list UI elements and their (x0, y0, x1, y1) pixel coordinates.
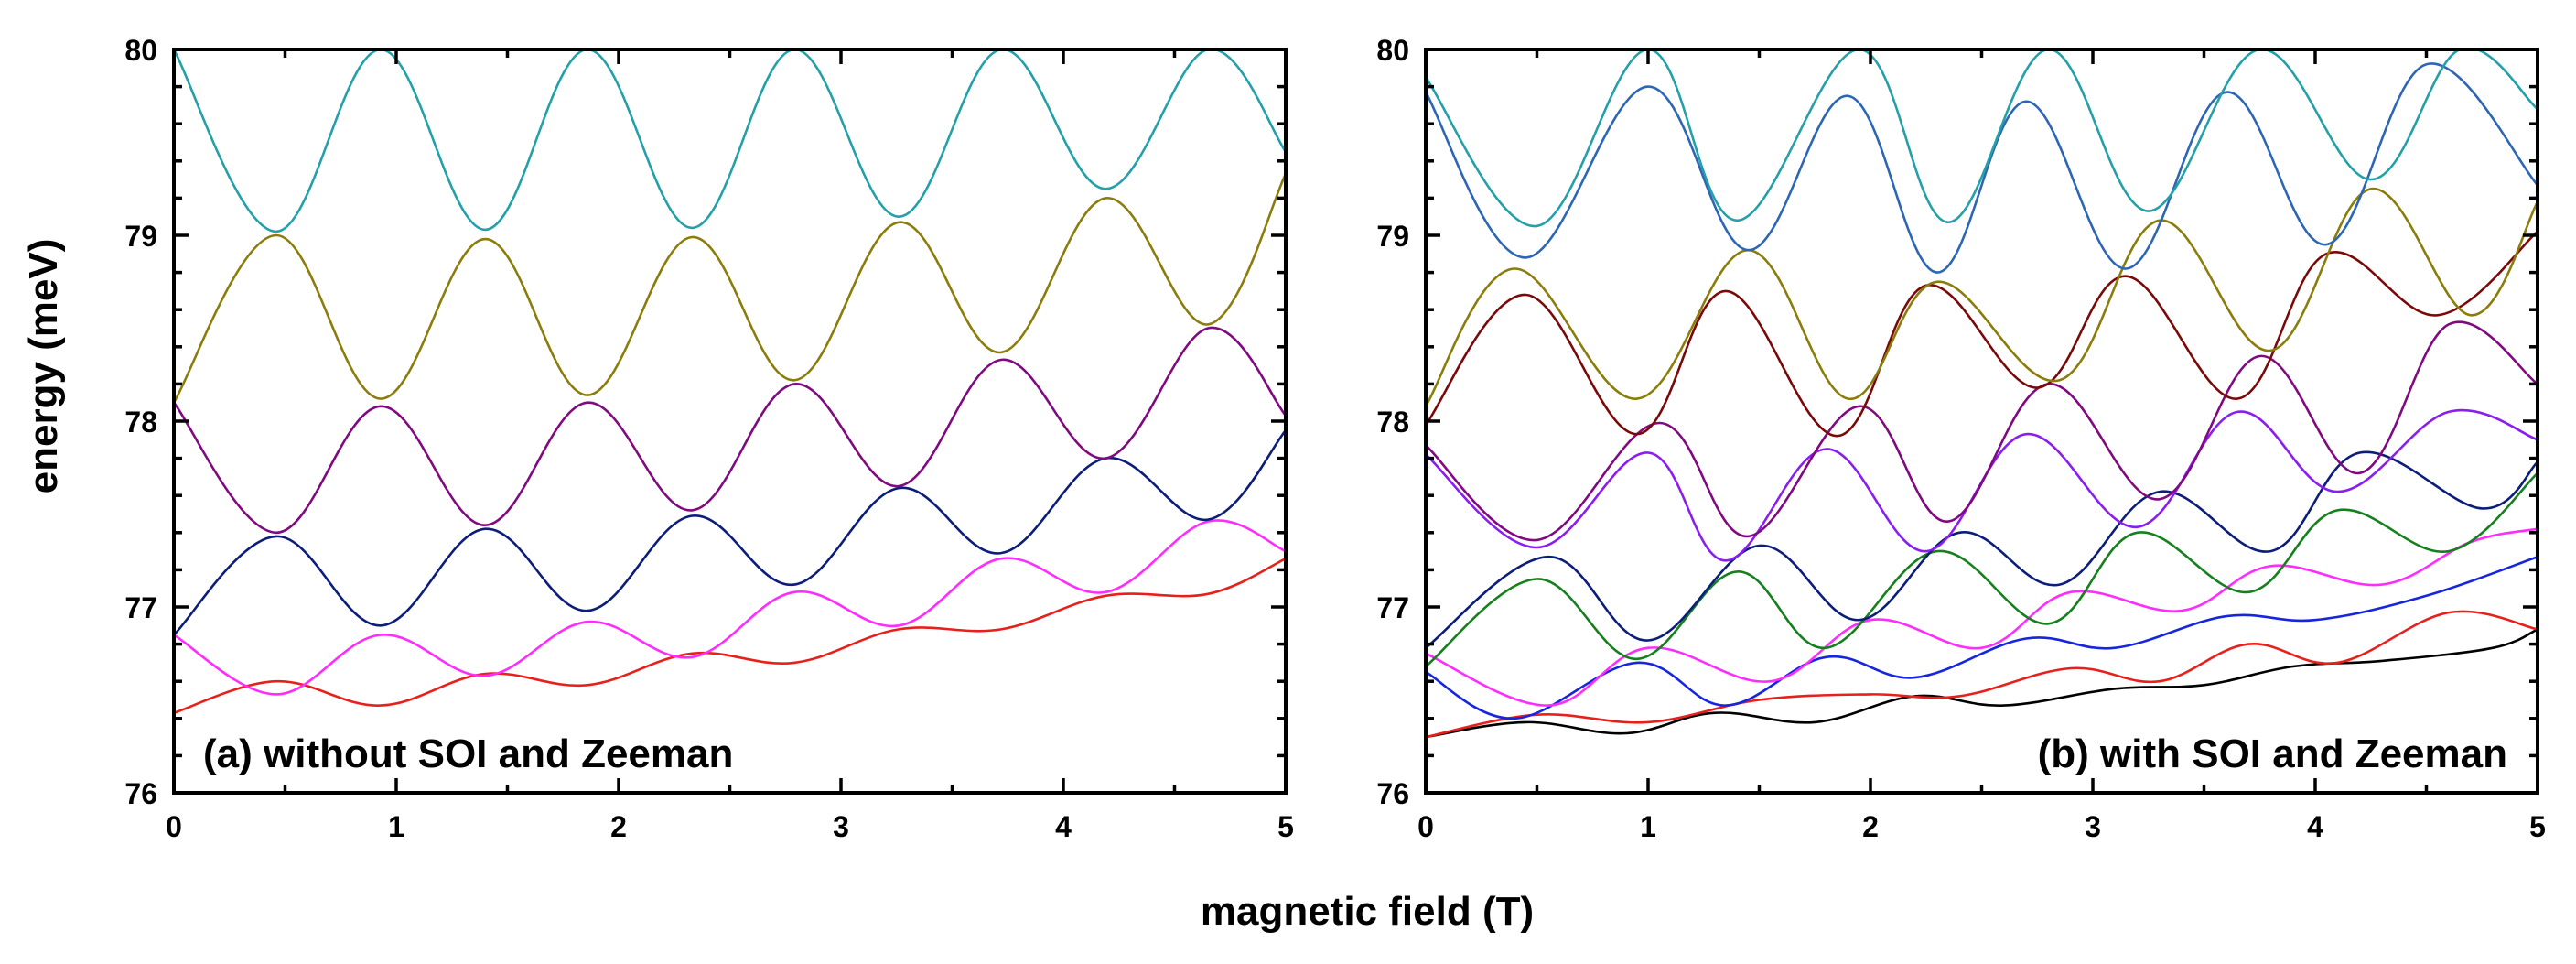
y-tick-label: 79 (1376, 220, 1409, 253)
series-group (1426, 49, 2538, 739)
series-line-level-6 (1426, 450, 2538, 649)
x-tick-label: 2 (610, 810, 627, 843)
x-tick-label: 3 (2085, 810, 2101, 843)
series-line-level-1 (174, 557, 1286, 714)
series-line-level-1 (1426, 628, 2538, 739)
series-line-level-11 (1426, 62, 2538, 274)
x-tick-label: 4 (1055, 810, 1072, 843)
x-axis-title: magnetic field (T) (1201, 889, 1534, 934)
y-tick-label: 76 (124, 777, 157, 810)
series-line-level-6 (174, 49, 1286, 233)
series-group (174, 49, 1286, 714)
panel-b: 0 1 2 3 4 5 76 77 78 79 80 (b) with SOI and Zeeman (1376, 34, 2545, 843)
series-line-level-9 (1426, 230, 2538, 438)
y-tick-label: 76 (1376, 777, 1409, 810)
panel-a: 0 1 2 3 4 5 76 77 78 79 80 (a) without SOI and Zeem… (124, 34, 1293, 843)
x-tick-label: 2 (1862, 810, 1879, 843)
y-tick-label: 80 (124, 34, 157, 67)
y-tick-label: 80 (1376, 34, 1409, 67)
y-tick-label: 77 (1376, 591, 1409, 624)
y-axis-title: energy (meV) (21, 239, 66, 494)
series-line-level-12 (1426, 49, 2538, 228)
x-tick-label: 5 (1277, 810, 1294, 843)
x-tick-label: 4 (2307, 810, 2323, 843)
plot-frame (172, 48, 1288, 795)
y-tick-label: 78 (124, 406, 157, 439)
series-line-level-2 (174, 519, 1286, 696)
series-line-level-3 (174, 428, 1286, 636)
series-line-level-2 (1426, 610, 2538, 739)
x-tick-label: 1 (388, 810, 404, 843)
x-tick-label: 5 (2529, 810, 2546, 843)
panel-label-b: (b) with SOI and Zeeman (2038, 731, 2507, 776)
series-line-level-3 (1426, 555, 2538, 720)
y-tick-label: 77 (124, 591, 157, 624)
x-tick-label: 0 (166, 810, 182, 843)
x-tick-label: 3 (833, 810, 849, 843)
series-line-level-8 (1426, 320, 2538, 542)
panel-label-a: (a) without SOI and Zeeman (203, 731, 733, 776)
series-line-level-5 (1426, 471, 2538, 668)
series-line-level-4 (174, 326, 1286, 535)
series-line-level-5 (174, 172, 1286, 404)
y-tick-label: 78 (1376, 406, 1409, 439)
series-line-level-10 (1426, 187, 2538, 408)
series-line-level-4 (1426, 527, 2538, 707)
x-tick-label: 0 (1417, 810, 1434, 843)
x-tick-label: 1 (1640, 810, 1656, 843)
y-tick-label: 79 (124, 220, 157, 253)
